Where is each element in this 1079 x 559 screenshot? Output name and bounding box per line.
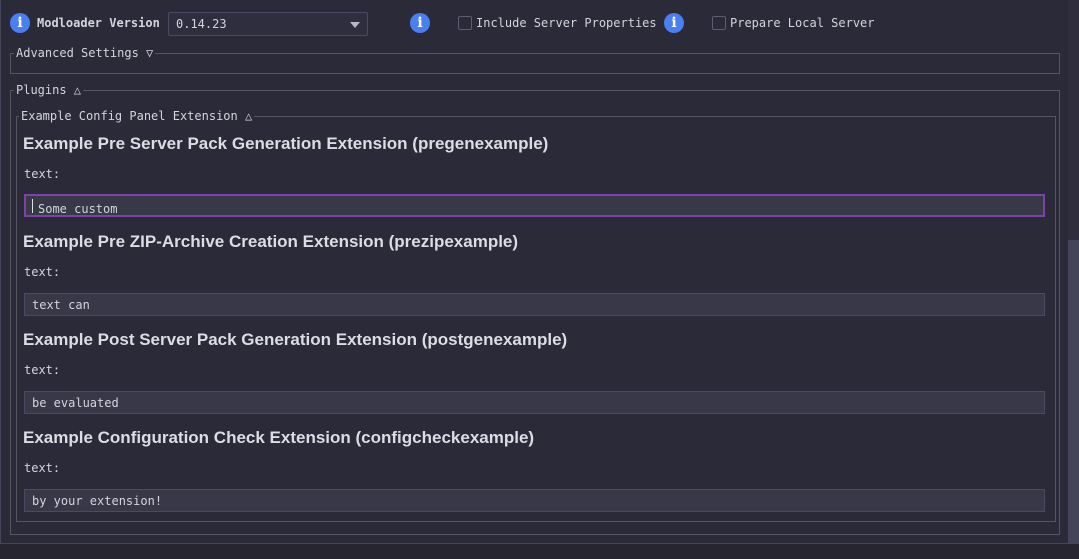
example-config-panel-toggle[interactable]: Example Config Panel Extension △ — [19, 109, 255, 123]
prezipexample-text-input[interactable]: text can — [24, 293, 1045, 316]
example-config-panel-group — [16, 116, 1056, 522]
modloader-version-label: Modloader Version — [37, 16, 160, 30]
text-cursor — [32, 199, 33, 213]
postgenexample-text-input[interactable]: be evaluated — [24, 391, 1045, 414]
info-icon[interactable]: i — [664, 13, 684, 33]
extension-heading: Example Pre Server Pack Generation Exten… — [23, 134, 549, 153]
modloader-version-value: 0.14.23 — [176, 17, 227, 31]
prepare-local-server-checkbox[interactable] — [712, 16, 726, 30]
input-value: be evaluated — [32, 396, 119, 410]
extension-field-label: text: — [24, 363, 61, 377]
vertical-scrollbar[interactable] — [1068, 0, 1079, 543]
input-value: by your extension! — [32, 494, 163, 508]
pregenexample-text-input[interactable]: Some custom — [24, 194, 1045, 217]
extension-heading: Example Post Server Pack Generation Exte… — [23, 330, 568, 349]
input-value: text can — [32, 298, 90, 312]
include-server-properties-label[interactable]: Include Server Properties — [476, 16, 657, 30]
modloader-version-dropdown[interactable]: 0.14.23 — [168, 12, 368, 36]
advanced-settings-group — [10, 53, 1060, 74]
scrollbar-thumb[interactable] — [1068, 240, 1079, 543]
info-icon[interactable]: i — [410, 13, 430, 33]
configcheckexample-text-input[interactable]: by your extension! — [24, 489, 1045, 512]
extension-field-label: text: — [24, 461, 61, 475]
plugins-toggle[interactable]: Plugins △ — [14, 83, 84, 97]
plugins-group — [10, 90, 1060, 535]
chevron-down-icon — [350, 22, 360, 28]
extension-heading: Example Configuration Check Extension (c… — [23, 428, 535, 447]
panel-bottom-strip — [0, 543, 1079, 559]
extension-field-label: text: — [24, 167, 61, 181]
extension-field-label: text: — [24, 265, 61, 279]
include-server-properties-checkbox[interactable] — [458, 16, 472, 30]
advanced-settings-toggle[interactable]: Advanced Settings ▽ — [14, 46, 156, 60]
panel-left-border — [0, 0, 1, 543]
input-value: Some custom — [32, 199, 117, 216]
extension-heading: Example Pre ZIP-Archive Creation Extensi… — [23, 232, 519, 251]
info-icon[interactable]: i — [10, 13, 30, 33]
prepare-local-server-label[interactable]: Prepare Local Server — [730, 16, 875, 30]
